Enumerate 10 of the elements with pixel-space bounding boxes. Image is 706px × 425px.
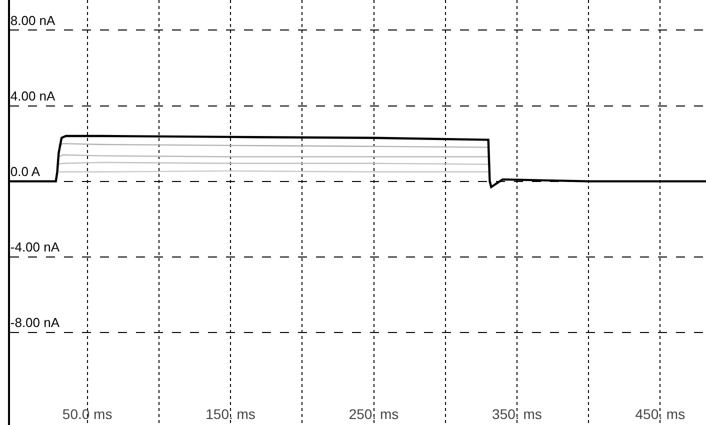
x-tick-label: 250. ms xyxy=(348,406,399,422)
x-tick-label: 50.0 ms xyxy=(62,406,112,422)
x-tick-label: 150. ms xyxy=(206,406,256,422)
y-tick-label: -8.00 nA xyxy=(10,314,60,330)
y-tick-label: 0.0 A xyxy=(10,164,40,179)
y-tick-label: 8.00 nA xyxy=(10,12,56,28)
y-tick-label: 4.00 nA xyxy=(10,88,56,104)
y-tick-label: -4.00 nA xyxy=(10,239,60,254)
x-tick-label: 450. ms xyxy=(635,406,686,422)
x-tick-label: 350. ms xyxy=(492,406,542,422)
